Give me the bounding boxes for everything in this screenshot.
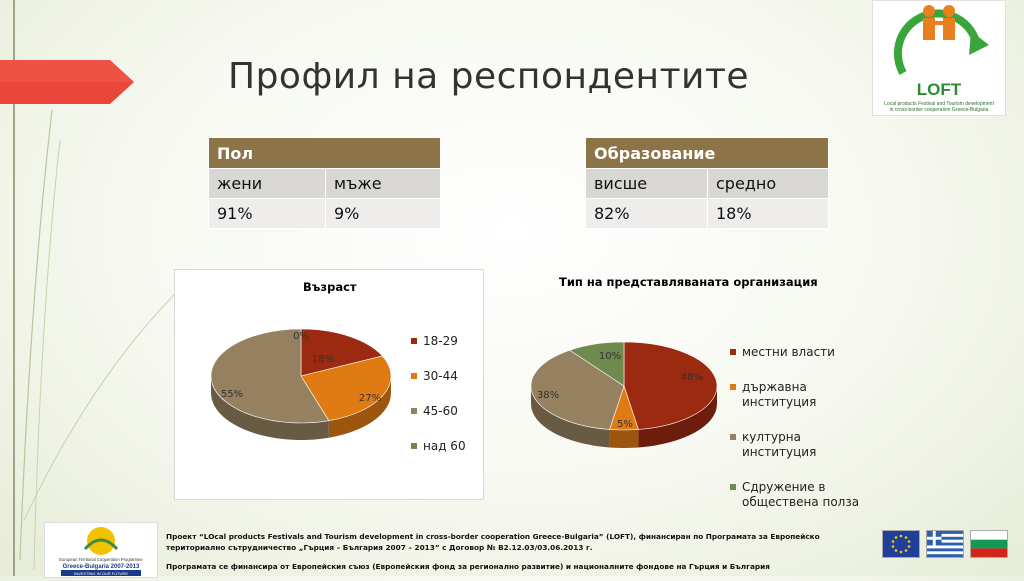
eu-flag-icon [882,530,920,558]
legend-label: местни власти [742,345,835,359]
greece-flag-icon [926,530,964,558]
legend-swatch [411,338,417,344]
pie-slice-културна-институция [530,349,625,430]
age-chart-title: Възраст [303,280,357,294]
education-secondary-value: 18% [707,198,829,229]
pie-data-label: 18% [312,354,334,365]
legend-swatch [730,384,736,390]
legend-item: Сдружение в обществена полза [730,480,870,510]
legend-item: 18-29 [411,334,466,349]
legend-item: местни власти [730,345,870,360]
pie-slice-side [638,386,717,448]
education-higher-label: висше [585,168,708,199]
pie-data-label: 38% [537,390,559,401]
pie-data-label: 27% [359,393,381,404]
pie-data-label: 48% [681,372,703,383]
gender-male-value: 9% [325,198,441,229]
pie-slice-side [211,376,329,440]
pie-slice-местни-власти [623,341,718,430]
legend-label: 30-44 [423,369,458,383]
footer-note-line3: Програмата се финансира от Европейския с… [166,562,770,571]
legend-item: 45-60 [411,404,466,419]
loft-logo: LOFT Local products Festival and Tourism… [872,0,1006,116]
pie-slice-30-44 [300,355,392,422]
footer-note-line2: териториално сътрудничество „Гърция – Бъ… [166,543,593,552]
svg-text:Greece-Bulgaria 2007-2013: Greece-Bulgaria 2007-2013 [63,564,140,570]
legend-label: институция [742,395,817,409]
education-higher-value: 82% [585,198,708,229]
education-table-header: Образование [585,137,829,169]
organization-legend: местни власти държавна институция културна … [730,345,870,530]
age-pie: 18% 27% 55% 0% [210,328,392,440]
programme-logo: European Territorial Cooperation Program… [44,522,158,578]
legend-swatch [730,349,736,355]
organization-chart: Тип на представляваната организация 48% 5… [510,269,870,509]
pie-slice-Сдружение-в-обществена-полза [569,341,625,387]
bulgaria-flag-icon [970,530,1008,558]
pie-data-label: 0% [293,331,309,342]
organization-pie: 48% 5% 38% 10% [530,341,718,448]
pie-slice-side [328,376,391,438]
legend-item: културна институция [730,430,870,460]
legend-item: над 60 [411,439,466,454]
pie-slice-side [531,386,610,448]
legend-swatch [411,408,417,414]
legend-item: държавна институция [730,380,870,410]
age-chart: Възраст 18% 27% 55% 0% 18-29 30-44 45-60 над 6… [174,269,484,500]
title-arrow-ribbon [0,60,134,104]
gender-female-label: жени [208,168,326,199]
legend-label: 45-60 [423,404,458,418]
svg-text:in cross-border cooperation Gr: in cross-border cooperation Greece-Bulga… [890,107,989,113]
pie-slice-18-29 [300,328,383,377]
gender-female-value: 91% [208,198,326,229]
legend-label: обществена полза [742,495,860,509]
gender-table: Пол жени мъже 91% 9% [208,137,441,229]
gender-table-header: Пол [208,137,441,169]
education-secondary-label: средно [707,168,829,199]
legend-label: държавна [742,380,807,394]
legend-label: над 60 [423,439,466,453]
education-table: Образование висше средно 82% 18% [585,137,829,229]
svg-text:European Territorial Cooperati: European Territorial Cooperation Program… [59,557,143,562]
legend-swatch [411,373,417,379]
legend-swatch [730,484,736,490]
pie-data-label: 55% [221,389,243,400]
organization-chart-title: Тип на представляваната организация [559,275,818,289]
svg-text:INVESTING IN OUR FUTURE: INVESTING IN OUR FUTURE [74,571,128,576]
svg-text:Local products Festival and To: Local products Festival and Tourism deve… [884,101,994,107]
loft-logo-name: LOFT [917,80,962,99]
age-legend: 18-29 30-44 45-60 над 60 [411,334,466,474]
legend-label: Сдружение в [742,480,826,494]
legend-swatch [730,434,736,440]
pie-data-label: 5% [617,419,633,430]
pie-slice-side [609,429,639,448]
gender-male-label: мъже [325,168,441,199]
legend-item: 30-44 [411,369,466,384]
footer-note-line1: Проект “LOcal products Festivals and Tou… [166,532,820,541]
pie-data-label: 10% [599,351,621,362]
pie-slice-45-60 [210,328,330,424]
legend-label: 18-29 [423,334,458,348]
legend-label: културна институция [742,430,817,459]
page-title: Профил на респондентите [228,56,750,97]
legend-swatch [411,443,417,449]
